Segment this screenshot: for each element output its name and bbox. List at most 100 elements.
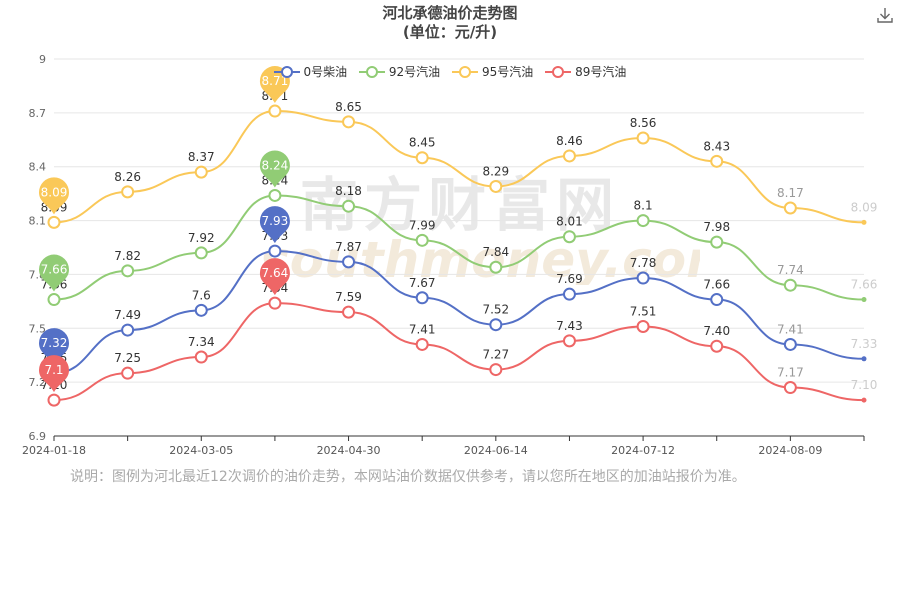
data-point bbox=[121, 185, 135, 199]
download-icon[interactable] bbox=[876, 6, 894, 24]
y-tick-label: 9 bbox=[39, 53, 46, 66]
data-point bbox=[268, 104, 282, 118]
data-point bbox=[861, 356, 867, 362]
data-label: 7.66 bbox=[851, 278, 878, 292]
data-point bbox=[47, 293, 61, 307]
data-label: 8.01 bbox=[556, 215, 583, 229]
data-point bbox=[636, 319, 650, 333]
data-point bbox=[562, 149, 576, 163]
extremum-pin-label: 7.1 bbox=[44, 363, 63, 377]
extremum-pin-label: 8.71 bbox=[262, 74, 289, 88]
legend-marker-icon bbox=[359, 65, 386, 78]
data-label: 8.45 bbox=[409, 136, 436, 150]
data-point bbox=[194, 350, 208, 364]
data-point bbox=[710, 235, 724, 249]
extremum-pin bbox=[39, 328, 69, 366]
x-tick-label: 2024-03-05 bbox=[169, 444, 233, 457]
data-label: 7.87 bbox=[335, 240, 362, 254]
data-label: 7.6 bbox=[192, 288, 211, 302]
extremum-pin-label: 7.93 bbox=[262, 214, 289, 228]
data-label: 8.17 bbox=[777, 186, 804, 200]
data-point bbox=[415, 233, 429, 247]
data-point bbox=[268, 188, 282, 202]
extremum-pin-label: 8.09 bbox=[41, 185, 68, 199]
chart-title: 河北承德油价走势图 bbox=[382, 4, 518, 22]
data-point bbox=[562, 230, 576, 244]
data-point bbox=[783, 201, 797, 215]
data-label: 7.99 bbox=[409, 218, 436, 232]
extremum-pin-label: 7.66 bbox=[41, 263, 68, 277]
series-line bbox=[53, 302, 865, 402]
data-point bbox=[268, 296, 282, 310]
data-point bbox=[783, 381, 797, 395]
data-label: 7.34 bbox=[188, 335, 215, 349]
disclaimer-note: 说明：图例为河北最近12次调价的油价走势，本网站油价数据仅供参考，请以您所在地区… bbox=[70, 469, 746, 485]
data-point bbox=[415, 337, 429, 351]
data-label: 8.65 bbox=[335, 100, 362, 114]
data-label: 7.98 bbox=[703, 220, 730, 234]
legend: 0号柴油 92号汽油 95号汽油 89号汽油 bbox=[0, 63, 900, 80]
extremum-pin bbox=[39, 254, 69, 292]
data-label: 8.46 bbox=[556, 134, 583, 148]
extremum-pin-label: 7.64 bbox=[262, 266, 289, 280]
data-label: 8.18 bbox=[335, 184, 362, 198]
y-tick-label: 8.4 bbox=[29, 161, 47, 174]
data-point bbox=[342, 115, 356, 129]
data-label: 7.41 bbox=[777, 322, 804, 336]
data-label: 7.49 bbox=[114, 308, 141, 322]
data-label: 7.41 bbox=[409, 322, 436, 336]
data-point bbox=[121, 264, 135, 278]
data-label: 7.82 bbox=[114, 249, 141, 263]
data-point bbox=[636, 131, 650, 145]
data-point bbox=[194, 246, 208, 260]
data-label: 7.52 bbox=[482, 303, 509, 317]
x-tick-label: 2024-08-09 bbox=[758, 444, 822, 457]
data-label: 7.66 bbox=[703, 278, 730, 292]
legend-label: 92号汽油 bbox=[385, 65, 441, 79]
x-tick-label: 2024-01-18 bbox=[22, 444, 86, 457]
legend-item[interactable]: 89号汽油 bbox=[545, 63, 626, 80]
data-point bbox=[194, 165, 208, 179]
data-point bbox=[636, 214, 650, 228]
legend-item[interactable]: 95号汽油 bbox=[452, 63, 533, 80]
data-point bbox=[636, 271, 650, 285]
legend-label: 95号汽油 bbox=[478, 65, 534, 79]
data-label: 8.1 bbox=[634, 199, 653, 213]
data-label: 7.10 bbox=[851, 378, 878, 392]
data-point bbox=[121, 366, 135, 380]
data-label: 8.09 bbox=[851, 200, 878, 214]
extremum-pin bbox=[259, 150, 290, 188]
data-point bbox=[415, 151, 429, 165]
legend-marker-icon bbox=[545, 65, 572, 78]
y-tick-label: 8.1 bbox=[29, 215, 47, 228]
data-point bbox=[47, 393, 61, 407]
data-label: 7.25 bbox=[114, 351, 141, 365]
data-point bbox=[783, 337, 797, 351]
y-tick-label: 7.2 bbox=[29, 376, 47, 389]
data-point bbox=[194, 303, 208, 317]
data-point bbox=[342, 305, 356, 319]
data-label: 7.51 bbox=[630, 304, 657, 318]
legend-item[interactable]: 92号汽油 bbox=[359, 63, 440, 80]
legend-marker-icon bbox=[273, 65, 300, 78]
data-label: 7.59 bbox=[335, 290, 362, 304]
data-label: 8.37 bbox=[188, 150, 215, 164]
data-label: 7.92 bbox=[188, 231, 215, 245]
data-point bbox=[415, 291, 429, 305]
data-label: 7.33 bbox=[851, 337, 878, 351]
extremum-pin-label: 8.24 bbox=[262, 158, 289, 172]
legend-label: 0号柴油 bbox=[299, 65, 348, 79]
data-label: 8.56 bbox=[630, 116, 657, 130]
extremum-pin bbox=[39, 177, 69, 215]
legend-item[interactable]: 0号柴油 bbox=[273, 63, 348, 80]
legend-label: 89号汽油 bbox=[571, 65, 627, 79]
data-point bbox=[342, 255, 356, 269]
data-label: 7.43 bbox=[556, 319, 583, 333]
data-point bbox=[710, 339, 724, 353]
data-label: 7.69 bbox=[556, 272, 583, 286]
data-point bbox=[489, 318, 503, 332]
data-point bbox=[121, 323, 135, 337]
data-point bbox=[489, 363, 503, 377]
data-label: 7.17 bbox=[777, 366, 804, 380]
chart-title-block: 河北承德油价走势图 (单位：元/升) bbox=[0, 4, 900, 42]
